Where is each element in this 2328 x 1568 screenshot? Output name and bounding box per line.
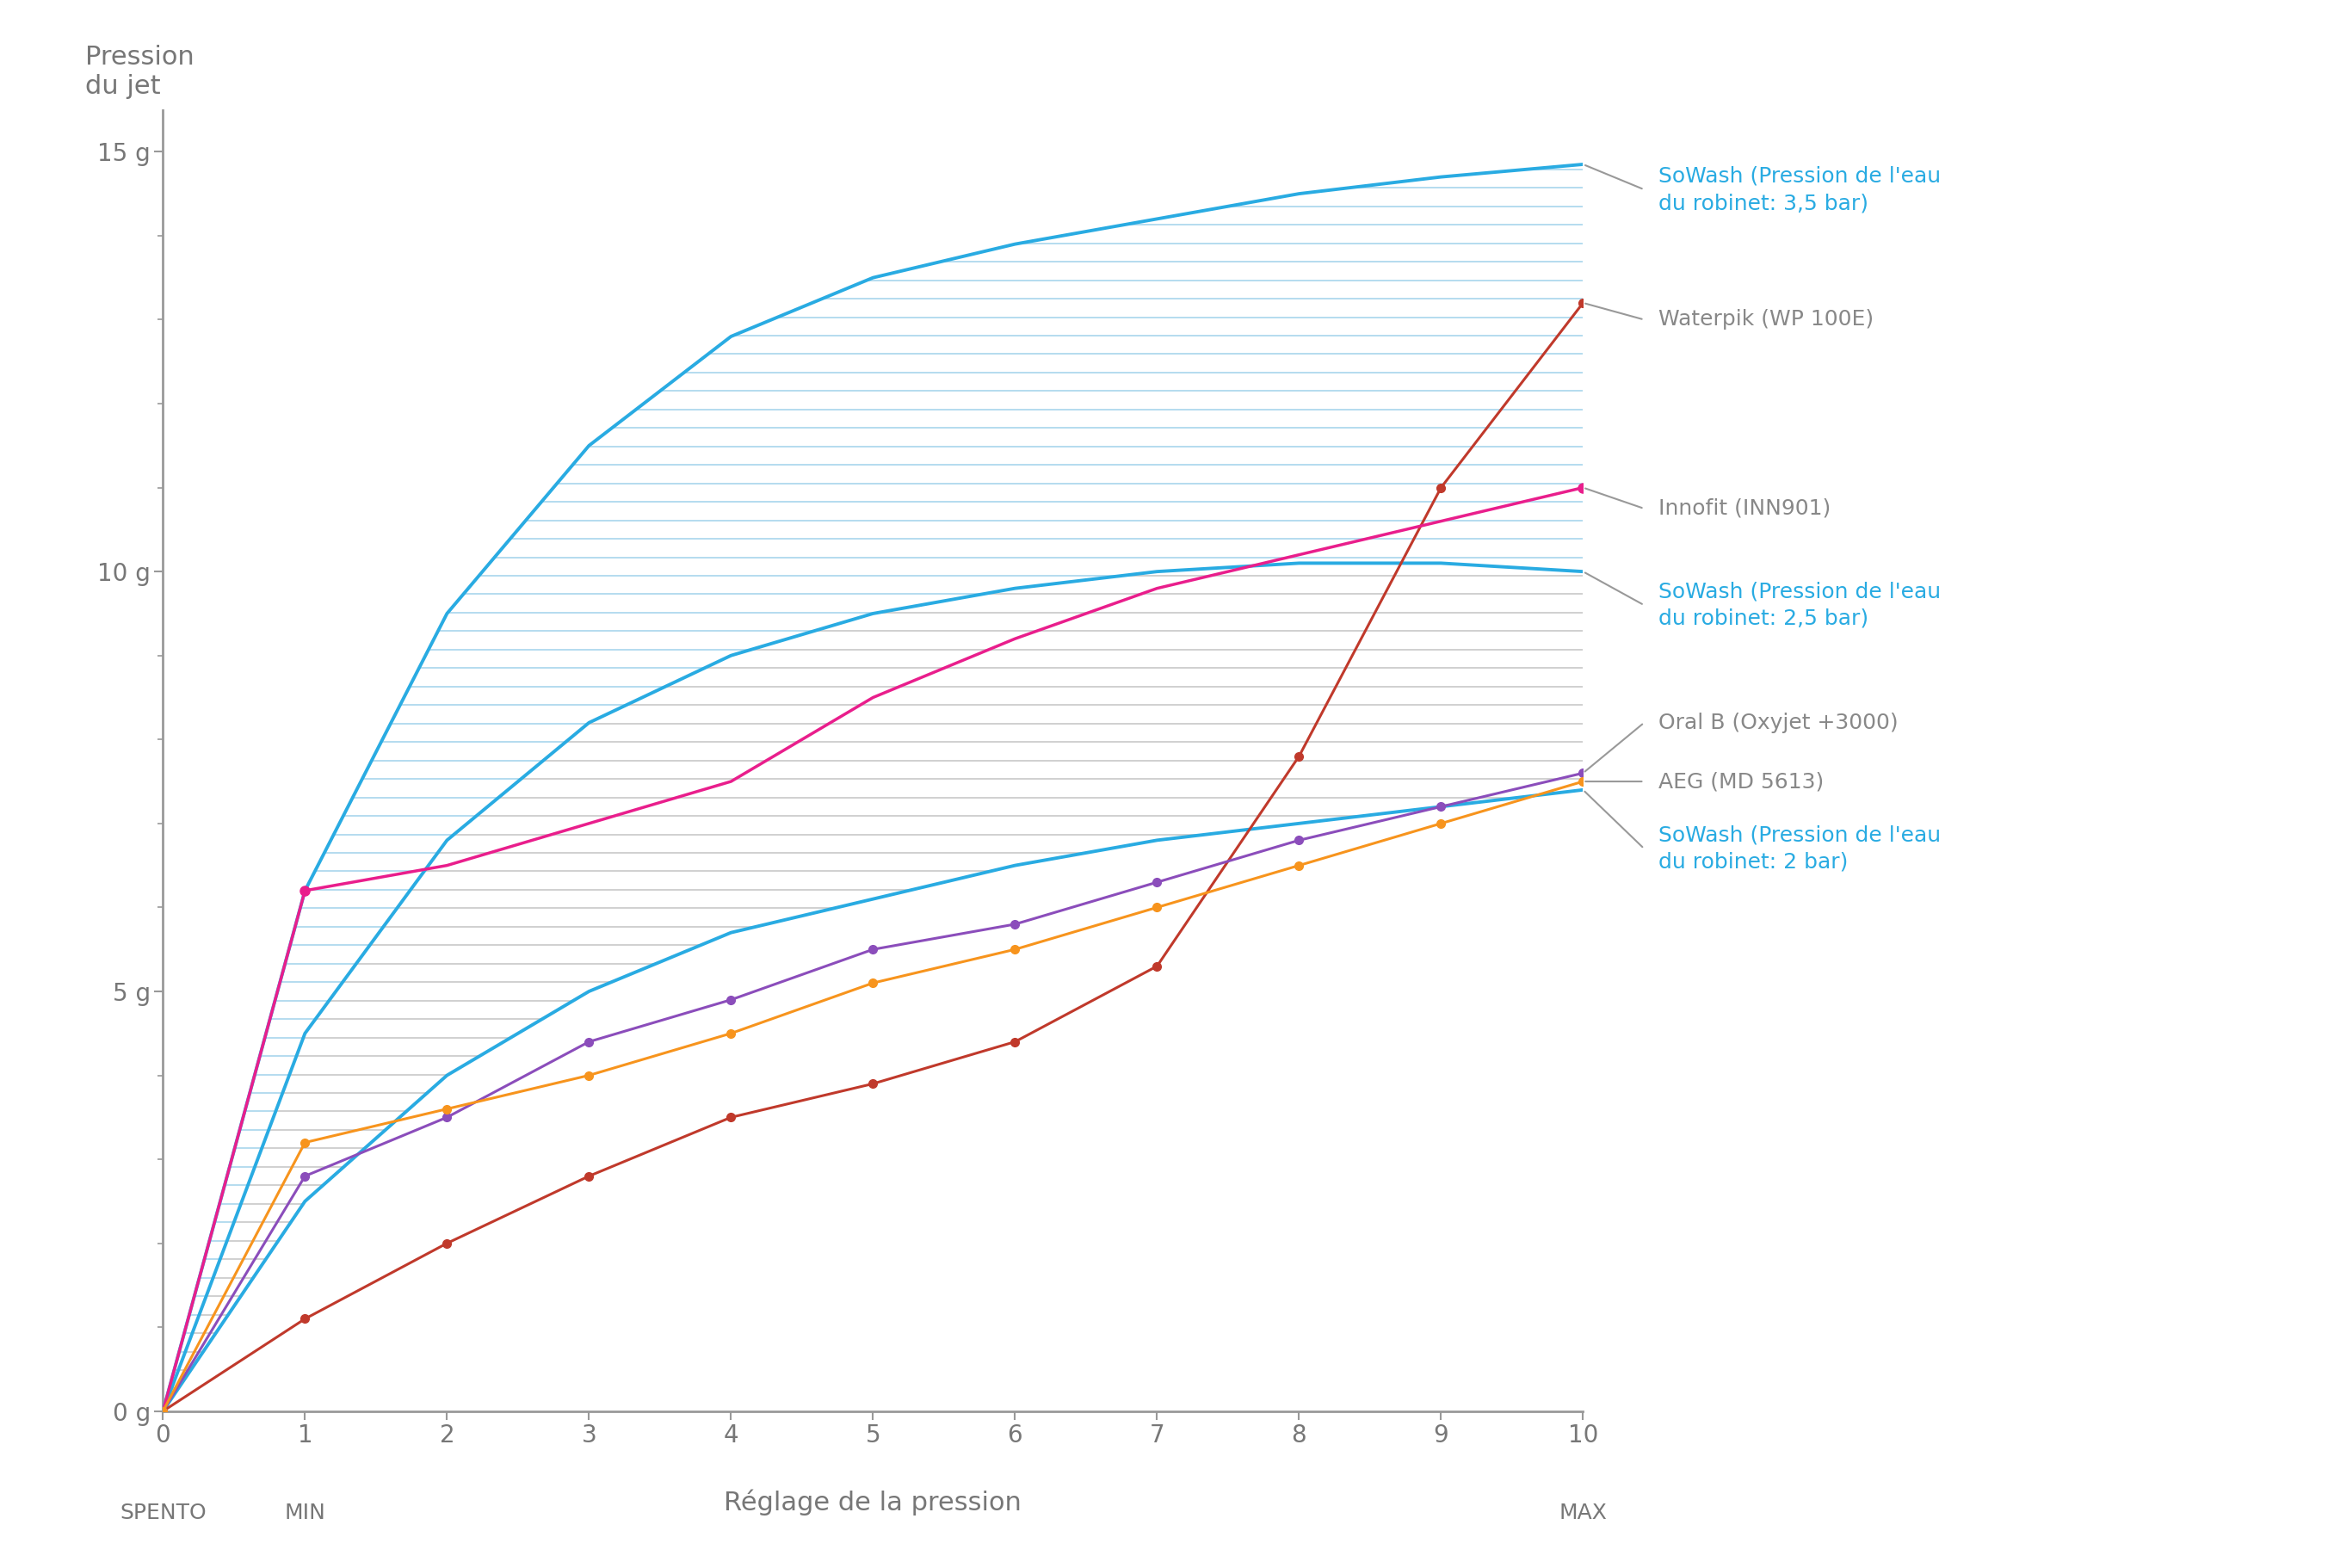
- Text: SPENTO: SPENTO: [119, 1502, 207, 1523]
- Text: AEG (MD 5613): AEG (MD 5613): [1658, 771, 1823, 792]
- Text: MIN: MIN: [284, 1502, 326, 1523]
- Text: SoWash (Pression de l'eau
du robinet: 3,5 bar): SoWash (Pression de l'eau du robinet: 3,…: [1658, 166, 1942, 213]
- Text: Oral B (Oxyjet +3000): Oral B (Oxyjet +3000): [1658, 712, 1897, 732]
- Text: MAX: MAX: [1560, 1502, 1606, 1523]
- Text: SoWash (Pression de l'eau
du robinet: 2 bar): SoWash (Pression de l'eau du robinet: 2 …: [1658, 825, 1942, 872]
- X-axis label: Réglage de la pression: Réglage de la pression: [724, 1490, 1022, 1516]
- Text: SoWash (Pression de l'eau
du robinet: 2,5 bar): SoWash (Pression de l'eau du robinet: 2,…: [1658, 582, 1942, 629]
- Y-axis label: Pression
du jet: Pression du jet: [84, 44, 193, 99]
- Text: Innofit (INN901): Innofit (INN901): [1658, 499, 1830, 519]
- Text: Waterpik (WP 100E): Waterpik (WP 100E): [1658, 309, 1874, 329]
